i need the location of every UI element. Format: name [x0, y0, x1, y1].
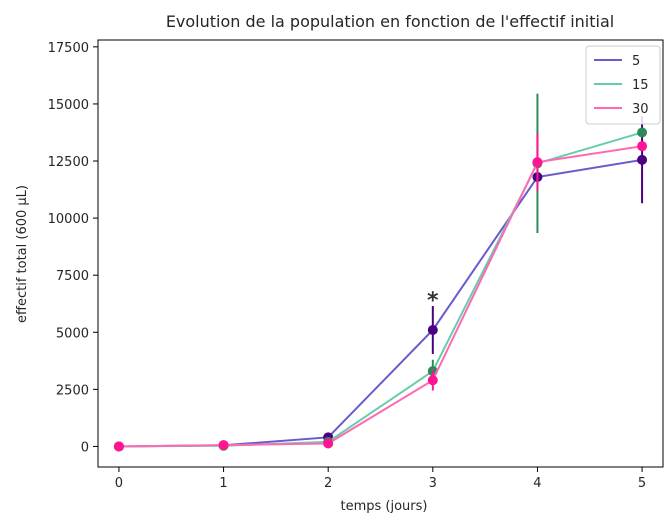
x-axis-label: temps (jours) [341, 499, 428, 514]
series-layer [113, 93, 648, 452]
x-tick-label: 3 [429, 476, 437, 491]
legend-label: 15 [632, 78, 649, 93]
x-tick-label: 1 [219, 476, 227, 491]
series-15 [113, 93, 648, 452]
series-line [118, 131, 643, 448]
legend-label: 5 [632, 54, 640, 69]
series-line [118, 145, 643, 448]
y-axis-ticks: 0 2500 5000 7500 10000 12500 15000 17500 [48, 41, 98, 455]
data-point [637, 141, 648, 152]
annotation-layer: * [427, 288, 439, 313]
y-tick-label: 12500 [48, 155, 89, 170]
y-tick-label: 5000 [56, 326, 89, 341]
significance-annotation: * [427, 288, 439, 313]
x-axis-ticks: 0 1 2 3 4 5 [115, 467, 646, 491]
x-tick-label: 2 [324, 476, 332, 491]
legend-label: 30 [632, 102, 649, 117]
chart-title: Evolution de la population en fonction d… [166, 12, 614, 31]
y-tick-label: 2500 [56, 383, 89, 398]
y-tick-label: 10000 [48, 212, 89, 227]
legend: 5 15 30 [585, 45, 661, 125]
plot-frame [97, 39, 664, 468]
data-point [427, 324, 438, 335]
series-5 [113, 116, 648, 452]
y-tick-label: 0 [81, 440, 89, 455]
data-point [113, 441, 124, 452]
data-point [637, 127, 648, 138]
x-tick-label: 5 [638, 476, 646, 491]
legend-box [585, 45, 661, 125]
x-tick-label: 0 [115, 476, 123, 491]
plot-area [97, 39, 664, 468]
data-point [427, 375, 438, 386]
data-point [323, 438, 334, 449]
series-30 [113, 133, 648, 452]
x-tick-label: 4 [533, 476, 541, 491]
y-axis-label: effectif total (600 µL) [15, 185, 30, 323]
y-tick-label: 17500 [48, 41, 89, 56]
series-line [118, 158, 643, 448]
data-point [218, 440, 229, 451]
y-tick-label: 7500 [56, 269, 89, 284]
y-tick-label: 15000 [48, 98, 89, 113]
data-point [532, 157, 543, 168]
data-point [637, 154, 648, 165]
